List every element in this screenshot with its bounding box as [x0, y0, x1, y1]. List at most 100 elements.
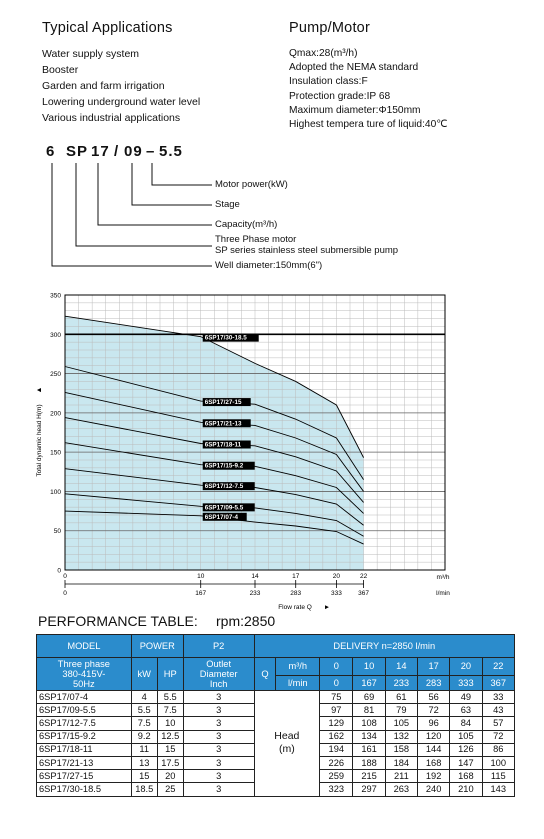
model-cell: 6SP17/27-15 — [36, 769, 132, 784]
series-label-bg — [202, 503, 255, 512]
spec-item: Maximum diameter:Φ150mm — [289, 104, 421, 116]
head-value-cell: 57 — [481, 716, 516, 731]
model-cell: 6SP17/15-9.2 — [36, 729, 132, 744]
y-tick-label: 350 — [50, 293, 61, 300]
x-tick-label-top: 0 — [63, 573, 67, 580]
head-value-cell: 210 — [449, 782, 483, 797]
series-line — [64, 493, 364, 537]
head-value-cell: 105 — [384, 716, 418, 731]
x-tick-label-bottom: 233 — [250, 590, 261, 597]
series-line — [64, 315, 364, 458]
x-tick-label-bottom: 0 — [63, 590, 67, 597]
spec-item: Insulation class:F — [289, 76, 368, 88]
series-label-bg — [202, 440, 251, 449]
application-item: Various industrial applications — [42, 112, 181, 124]
q-lmin: 283 — [416, 675, 451, 691]
head-value-cell: 215 — [352, 769, 386, 784]
series-label-bg — [202, 419, 251, 428]
series-line — [64, 391, 364, 492]
y-tick-label: 150 — [50, 450, 61, 457]
label-well-diameter: Well diameter:150mm(6") — [215, 260, 323, 271]
x-tick-label-bottom: 167 — [195, 590, 206, 597]
y-axis-arrow: ▲ — [36, 387, 43, 394]
label-sp-series: SP series stainless steel submersible pu… — [215, 245, 399, 256]
table-row: 6SP17/07-4 4 5.5 3 Head (m) 75 69 61 56 49 33 — [36, 689, 516, 797]
spec-item: Qmax:28(m³/h) — [289, 48, 358, 59]
head-label-cell: Head (m) — [253, 690, 321, 797]
head-value-cell: 134 — [352, 729, 386, 744]
head-value-cell: 43 — [481, 703, 516, 718]
table-row: 6SP17/09-5.5 5.5 7.5 3 97 81 79 72 63 43 — [36, 703, 516, 718]
y-axis-label: Total dynamic head H(m) — [36, 404, 43, 476]
p2-cell: 3 — [182, 755, 255, 771]
performance-title: PERFORMANCE TABLE: — [38, 613, 198, 629]
label-motor-power: Motor power(kW) — [215, 179, 288, 190]
leader-motor — [151, 163, 212, 186]
spec-item: Protection grade:IP 68 — [289, 90, 391, 102]
x-tick-label-top: 10 — [197, 573, 205, 580]
header-p2: P2 — [182, 634, 255, 658]
label-capacity: Capacity(m³/h) — [215, 219, 278, 230]
leader-series — [75, 163, 212, 247]
header-m3h: m³/h — [275, 657, 321, 676]
p2-cell: 3 — [182, 729, 255, 744]
head-value-cell: 144 — [416, 742, 451, 757]
applications-title: Typical Applications — [42, 20, 173, 36]
head-value-cell: 96 — [416, 716, 451, 731]
head-value-cell: 297 — [352, 782, 386, 797]
table-row: 6SP17/18-11 11 15 3 194 161 158 144 126 86 — [36, 742, 516, 757]
model-code-power: 5.5 — [159, 143, 183, 160]
kw-cell: 5.5 — [130, 703, 158, 718]
q-m3h: 20 — [449, 657, 483, 676]
head-value-cell: 84 — [449, 716, 483, 731]
model-cell: 6SP17/18-11 — [36, 742, 132, 757]
head-value-cell: 158 — [384, 742, 418, 757]
application-item: Booster — [42, 64, 79, 76]
x-tick-label-bottom: 333 — [331, 590, 342, 597]
model-cell: 6SP17/07-4 — [36, 689, 132, 705]
header-delivery: DELIVERY n=2850 l/min — [253, 634, 516, 658]
head-value-cell: 168 — [449, 769, 483, 784]
series-line — [64, 442, 364, 514]
q-m3h: 0 — [319, 657, 354, 676]
series-label: 6SP17/30-18.5 — [205, 335, 248, 342]
head-value-cell: 126 — [449, 742, 483, 757]
header-hp: HP — [156, 657, 184, 691]
head-value-cell: 147 — [449, 755, 483, 771]
x-unit-bottom: l/min — [436, 590, 450, 597]
head-value-cell: 115 — [481, 769, 516, 784]
head-value-cell: 56 — [416, 689, 451, 705]
series-label: 6SP17/21-13 — [205, 420, 242, 427]
kw-cell: 18.5 — [130, 782, 158, 797]
spec-item: Adopted the NEMA standard — [289, 62, 419, 74]
y-tick-label: 100 — [50, 489, 61, 496]
p2-cell: 3 — [182, 689, 255, 705]
label-three-phase: Three Phase motor — [215, 234, 297, 245]
series-label: 6SP17/07-4 — [205, 514, 239, 521]
series-label: 6SP17/27-15 — [205, 399, 242, 406]
head-value-cell: 161 — [352, 742, 386, 757]
series-line — [64, 366, 364, 480]
kw-cell: 15 — [130, 769, 158, 784]
head-value-cell: 143 — [481, 782, 516, 797]
plot-frame — [64, 294, 446, 571]
header-model: MODEL — [36, 634, 132, 658]
table-row: 6SP17/15-9.2 9.2 12.5 3 162 134 132 120 105 72 — [36, 729, 516, 744]
x-axis-label: Flow rate Q — [278, 604, 312, 611]
model-code-dash: – — [146, 143, 156, 160]
series-line — [64, 510, 364, 545]
pump-motor-title: Pump/Motor — [289, 20, 370, 36]
head-value-cell: 132 — [384, 729, 418, 744]
head-value-cell: 259 — [319, 769, 354, 784]
model-code-slash: / — [114, 143, 120, 160]
series-label: 6SP17/15-9.2 — [205, 463, 244, 470]
head-value-cell: 69 — [352, 689, 386, 705]
series-label: 6SP17/09-5.5 — [205, 504, 244, 511]
head-value-cell: 192 — [416, 769, 451, 784]
head-value-cell: 97 — [319, 703, 354, 718]
x-unit-top: m³/h — [437, 574, 450, 581]
hp-cell: 7.5 — [156, 703, 184, 718]
head-value-cell: 211 — [384, 769, 418, 784]
leader-stage — [131, 163, 212, 206]
